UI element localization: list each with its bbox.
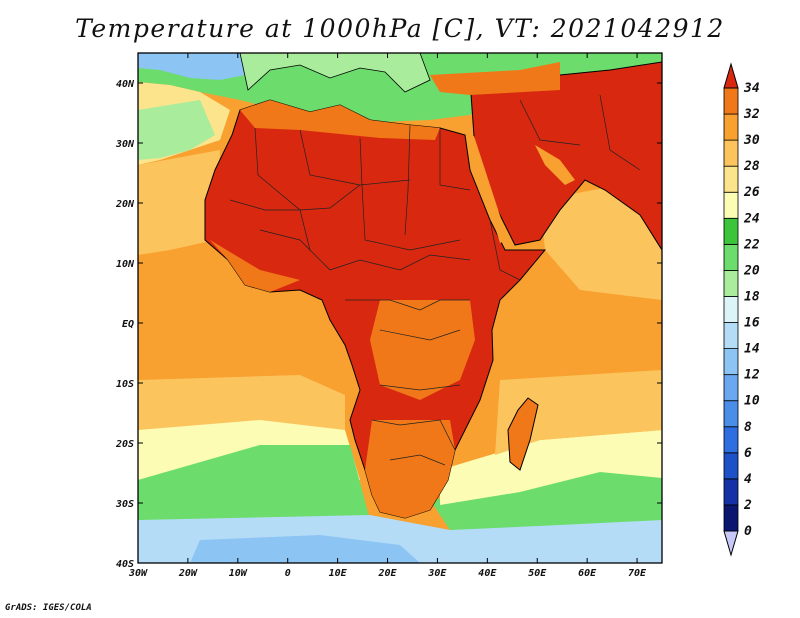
colorbar-segment <box>723 452 739 480</box>
colorbar-label: 10 <box>744 394 760 409</box>
colorbar-segment <box>723 113 739 141</box>
north-atlantic-cool-water <box>138 53 245 80</box>
lat-tick-label: 10N <box>116 259 135 270</box>
tropical-atlantic-band <box>138 150 220 255</box>
madagascar <box>507 397 539 471</box>
colorbar-segment <box>723 217 739 245</box>
colorbar-segment <box>723 374 739 402</box>
colorbar-segment <box>723 243 739 271</box>
lon-tick-label: 30W <box>128 568 148 579</box>
north-africa-coast-orange <box>240 100 440 140</box>
colorbar-label: 34 <box>743 81 760 96</box>
colorbar-segment <box>723 400 739 428</box>
colorbar-segment <box>723 87 739 115</box>
lat-tick-label: 20S <box>115 439 134 450</box>
colorbar-segment <box>723 478 739 506</box>
lat-tick-label: 30N <box>115 139 135 150</box>
lat-tick-label: 40N <box>116 79 135 90</box>
colorbar-label: 24 <box>743 211 760 226</box>
lon-tick-label: 70E <box>628 568 647 579</box>
colorbar-label: 30 <box>743 133 760 148</box>
lon-tick-label: 60E <box>578 568 597 579</box>
lat-tick-label: 20N <box>115 199 135 210</box>
colorbar-segment <box>723 165 739 193</box>
west-africa-coast-orange <box>210 240 300 292</box>
colorbar-segment <box>723 426 739 454</box>
map-axis-ticks: 30W 20W 10W 0 10E 20E 30E 40E 50E 60E 70E 40S 30S 20S… <box>115 53 662 579</box>
colorbar-label: 28 <box>743 159 760 174</box>
colorbar-label: 6 <box>744 446 752 461</box>
grads-credit: GrADS: IGES/COLA <box>5 603 92 613</box>
southern-ocean-colder <box>190 535 420 563</box>
arabian-sea-orange <box>540 185 662 300</box>
persian-gulf <box>535 145 575 185</box>
lat-tick-label: EQ <box>122 319 134 330</box>
colorbar-over-triangle <box>723 62 739 89</box>
lat-tick-label: 40S <box>116 559 134 570</box>
country-borders <box>229 94 641 466</box>
colorbar-segment <box>723 504 739 532</box>
colorbar-label: 0 <box>744 524 752 539</box>
colorbar-segment <box>723 296 739 323</box>
colorbar-label: 8 <box>744 420 752 435</box>
colorbar-segment <box>723 191 739 219</box>
lon-tick-label: 20E <box>377 568 397 579</box>
indian-ocean-mid-orange <box>495 370 662 455</box>
lon-tick-label: 50E <box>528 568 547 579</box>
south-atlantic-green <box>138 445 370 530</box>
map-title: Temperature at 1000hPa [C], VT: 20210429… <box>75 14 725 43</box>
central-africa-orange <box>370 300 475 400</box>
colorbar-segment <box>723 322 739 349</box>
lon-tick-label: 0 <box>285 568 291 579</box>
canary-current-green <box>138 100 215 160</box>
lon-tick-label: 30E <box>427 568 447 579</box>
colorbar-segment <box>723 139 739 167</box>
indian-ocean-south-yellow <box>440 430 662 505</box>
colorbar-label: 4 <box>744 472 752 487</box>
map-field <box>138 53 662 563</box>
colorbar-label: 2 <box>743 498 752 513</box>
lon-tick-label: 20W <box>178 568 198 579</box>
lon-tick-label: 10W <box>229 568 248 579</box>
lon-tick-label: 40E <box>478 568 497 579</box>
colorbar-label: 14 <box>744 342 760 357</box>
lat-tick-label: 10S <box>116 379 134 390</box>
colorbar-under-triangle <box>723 530 739 557</box>
turkey-orange <box>430 62 560 95</box>
indian-ocean-south-green <box>430 470 662 530</box>
colorbar-segment <box>723 348 739 376</box>
southern-africa-orange <box>365 420 455 518</box>
colorbar-label: 32 <box>743 107 760 122</box>
map-frame <box>137 52 663 564</box>
southern-europe <box>239 53 431 93</box>
colorbar-segment <box>723 270 739 297</box>
colorbar-label: 26 <box>743 185 760 200</box>
colorbar-label: 18 <box>744 289 760 304</box>
lat-tick-label: 30S <box>115 499 134 510</box>
lon-tick-label: 10E <box>329 568 348 579</box>
red-sea <box>467 136 508 243</box>
colorbar-label: 16 <box>744 316 760 331</box>
colorbar-label: 22 <box>743 237 760 252</box>
colorbar-label: 20 <box>743 263 760 278</box>
colorbar-label: 12 <box>744 368 760 383</box>
